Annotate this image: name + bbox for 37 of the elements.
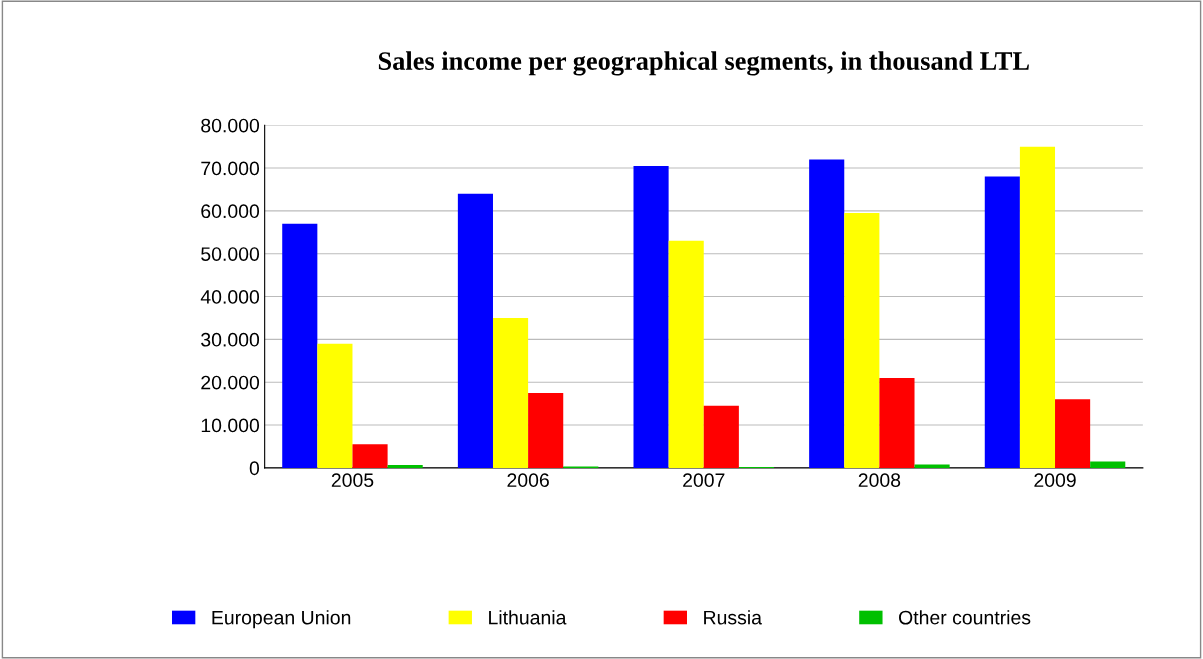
x-tick-label: 2009 <box>1034 473 1076 488</box>
x-tick-label: 2007 <box>683 473 725 488</box>
bar <box>387 464 423 468</box>
bar <box>633 165 669 468</box>
y-tick-label: 70.000 <box>201 161 260 176</box>
bar <box>1090 461 1126 468</box>
y-tick-label: 20.000 <box>201 375 260 390</box>
y-tick-label: 40.000 <box>200 290 260 304</box>
bar <box>457 193 493 468</box>
bar <box>317 343 353 468</box>
bar <box>282 223 318 468</box>
bar <box>984 176 1020 468</box>
bar <box>844 213 880 468</box>
bar <box>703 405 739 468</box>
legend-label: Other countries <box>899 610 1031 625</box>
chart-title: Sales income per geographical segments, in thousand LTL <box>378 51 1029 76</box>
bar <box>879 377 915 468</box>
bar <box>668 240 704 468</box>
bar <box>1055 399 1091 468</box>
legend-label: European Union <box>212 610 351 629</box>
y-tick-label: 10.000 <box>201 418 260 433</box>
x-tick-label: 2006 <box>507 473 549 488</box>
bar <box>352 444 388 468</box>
bar <box>492 317 529 468</box>
y-tick-label: 0 <box>249 461 260 476</box>
bar <box>1019 146 1056 468</box>
bar <box>914 464 950 468</box>
y-tick-label: 60.000 <box>201 204 260 219</box>
y-tick-label: 50.000 <box>201 247 260 261</box>
y-tick-label: 80.000 <box>201 118 260 133</box>
legend-label: Lithuania <box>489 610 567 625</box>
bar <box>809 159 845 468</box>
legend-label: Russia <box>704 610 762 625</box>
bar <box>528 392 564 468</box>
x-tick-label: 2008 <box>858 473 901 488</box>
y-tick-label: 30.000 <box>201 332 260 347</box>
x-tick-label: 2005 <box>331 473 374 488</box>
